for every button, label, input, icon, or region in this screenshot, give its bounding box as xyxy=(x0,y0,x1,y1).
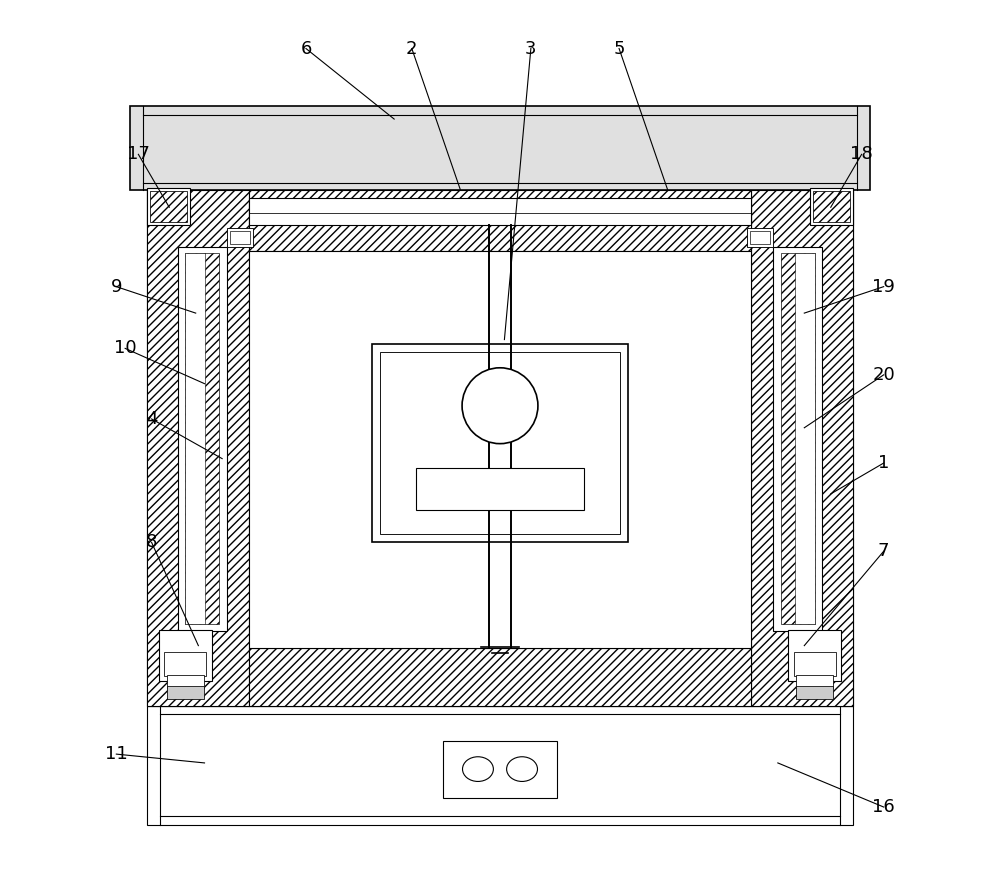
Bar xyxy=(794,652,836,676)
Ellipse shape xyxy=(463,757,493,781)
Bar xyxy=(130,106,870,190)
Bar xyxy=(249,251,751,648)
Text: 19: 19 xyxy=(872,278,895,295)
Ellipse shape xyxy=(507,757,537,781)
Circle shape xyxy=(462,368,538,444)
Bar xyxy=(443,741,557,798)
Bar xyxy=(372,344,628,542)
Text: 8: 8 xyxy=(146,534,157,551)
Bar xyxy=(416,468,584,510)
Text: 4: 4 xyxy=(146,410,157,428)
Bar xyxy=(795,253,815,624)
Bar xyxy=(178,247,227,631)
Bar xyxy=(781,253,815,624)
Text: 2: 2 xyxy=(406,40,418,57)
Text: 17: 17 xyxy=(127,146,150,163)
Bar xyxy=(773,247,822,631)
Bar xyxy=(788,630,841,681)
Text: 18: 18 xyxy=(850,146,873,163)
Bar xyxy=(249,190,751,251)
Text: 16: 16 xyxy=(872,798,895,816)
Bar xyxy=(150,191,187,222)
Bar xyxy=(147,188,190,225)
Text: 6: 6 xyxy=(300,40,312,57)
Bar xyxy=(813,191,850,222)
Text: 10: 10 xyxy=(114,340,136,357)
Text: 9: 9 xyxy=(111,278,122,295)
Text: 3: 3 xyxy=(525,40,537,57)
Bar xyxy=(147,190,249,706)
Bar xyxy=(796,675,833,688)
Bar xyxy=(147,706,853,825)
Bar xyxy=(750,231,770,244)
Bar xyxy=(230,231,250,244)
Bar xyxy=(810,188,853,225)
Bar xyxy=(185,253,219,624)
Bar xyxy=(167,675,204,688)
Bar xyxy=(147,190,853,706)
Bar xyxy=(249,648,751,706)
Bar xyxy=(167,686,204,699)
Bar xyxy=(227,228,253,247)
Bar xyxy=(159,630,212,681)
Text: 5: 5 xyxy=(613,40,625,57)
Bar xyxy=(164,652,206,676)
Bar xyxy=(747,228,773,247)
Bar xyxy=(796,686,833,699)
Text: 1: 1 xyxy=(878,454,889,472)
Bar xyxy=(185,253,205,624)
Text: 7: 7 xyxy=(878,542,889,560)
Text: 11: 11 xyxy=(105,745,128,763)
Bar xyxy=(751,190,853,706)
Bar xyxy=(380,352,620,534)
Bar xyxy=(249,198,751,225)
Text: 20: 20 xyxy=(872,366,895,384)
